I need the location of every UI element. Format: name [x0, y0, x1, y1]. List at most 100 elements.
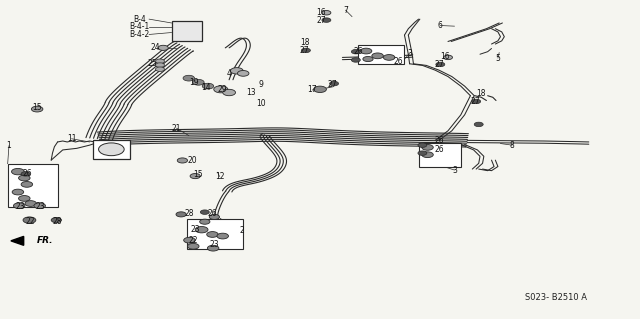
Circle shape	[21, 182, 33, 187]
Bar	[358, 45, 404, 64]
Text: 15: 15	[193, 170, 204, 179]
Text: 28: 28	[184, 209, 193, 218]
Circle shape	[202, 83, 214, 89]
Text: 27: 27	[300, 46, 310, 55]
Text: 26: 26	[393, 57, 403, 66]
Circle shape	[422, 145, 433, 150]
Circle shape	[383, 55, 395, 60]
Circle shape	[474, 122, 483, 127]
Text: 23: 23	[209, 241, 220, 249]
Circle shape	[363, 56, 373, 62]
Circle shape	[436, 62, 445, 67]
Bar	[187, 219, 243, 249]
Circle shape	[200, 219, 210, 224]
Circle shape	[156, 59, 164, 63]
Circle shape	[12, 168, 24, 175]
Circle shape	[444, 55, 452, 60]
Text: 27: 27	[434, 60, 444, 69]
Circle shape	[351, 58, 360, 62]
Text: 7: 7	[343, 6, 348, 15]
Text: 29: 29	[218, 85, 228, 94]
Text: 9: 9	[259, 80, 264, 89]
Circle shape	[188, 243, 199, 249]
Circle shape	[34, 203, 45, 209]
Circle shape	[158, 45, 168, 50]
Text: 27: 27	[328, 80, 338, 89]
Text: FR.: FR.	[36, 236, 53, 245]
Text: S023- B2510 A: S023- B2510 A	[525, 293, 586, 302]
Circle shape	[12, 189, 24, 195]
Circle shape	[418, 143, 427, 147]
Text: 11: 11	[67, 134, 76, 143]
Text: 25: 25	[147, 59, 157, 68]
Circle shape	[51, 218, 61, 223]
Circle shape	[209, 214, 220, 219]
Text: 6: 6	[438, 21, 443, 30]
Circle shape	[19, 196, 30, 201]
Circle shape	[21, 172, 30, 176]
Circle shape	[99, 143, 124, 156]
Text: 10: 10	[256, 99, 266, 108]
Circle shape	[19, 175, 30, 181]
Text: 16: 16	[316, 8, 326, 17]
Text: 18: 18	[300, 38, 309, 47]
Circle shape	[177, 158, 188, 163]
Circle shape	[183, 75, 195, 81]
Text: 5: 5	[495, 54, 500, 63]
Text: B-4-2: B-4-2	[129, 30, 150, 39]
Circle shape	[156, 67, 164, 71]
Text: 2: 2	[239, 226, 244, 235]
Text: 3: 3	[452, 166, 457, 174]
Text: 20: 20	[187, 156, 197, 165]
Circle shape	[322, 18, 331, 22]
Bar	[93, 140, 130, 159]
Text: 18: 18	[477, 89, 486, 98]
Text: 14: 14	[201, 83, 211, 92]
Circle shape	[217, 233, 228, 239]
Circle shape	[156, 63, 164, 67]
Text: 23: 23	[35, 202, 45, 211]
Circle shape	[193, 79, 204, 85]
Circle shape	[207, 245, 219, 251]
Circle shape	[322, 11, 331, 15]
Text: 22: 22	[26, 217, 35, 226]
Text: 27: 27	[316, 16, 326, 25]
Text: 19: 19	[189, 78, 199, 87]
Circle shape	[13, 203, 25, 209]
Circle shape	[184, 237, 195, 243]
Text: 22: 22	[189, 236, 198, 245]
Circle shape	[223, 89, 236, 96]
Circle shape	[360, 48, 372, 54]
Bar	[419, 143, 461, 167]
Circle shape	[472, 99, 481, 104]
Polygon shape	[11, 236, 24, 245]
Circle shape	[200, 210, 209, 214]
Text: 28: 28	[53, 217, 62, 226]
Text: 26: 26	[353, 47, 364, 56]
Text: 21: 21	[172, 124, 181, 133]
Text: 12: 12	[215, 172, 224, 181]
Text: 26: 26	[22, 169, 33, 178]
Bar	[8, 164, 58, 207]
Text: 3: 3	[407, 49, 412, 58]
Circle shape	[330, 81, 339, 86]
Text: B-4: B-4	[133, 15, 146, 24]
Text: 26: 26	[434, 145, 444, 154]
Circle shape	[207, 232, 218, 237]
Circle shape	[31, 106, 43, 112]
Bar	[172, 21, 202, 41]
Text: 13: 13	[246, 88, 256, 97]
Circle shape	[422, 152, 433, 158]
Text: 27: 27	[470, 97, 480, 106]
Circle shape	[214, 86, 228, 93]
Circle shape	[237, 70, 249, 76]
Text: 26: 26	[434, 136, 444, 145]
Text: 26: 26	[207, 209, 218, 218]
Circle shape	[176, 212, 186, 217]
Circle shape	[351, 49, 360, 54]
Text: 23: 23	[190, 225, 200, 234]
Text: 4: 4	[227, 69, 232, 78]
Circle shape	[190, 174, 200, 179]
Circle shape	[25, 201, 36, 206]
Text: 17: 17	[307, 85, 317, 94]
